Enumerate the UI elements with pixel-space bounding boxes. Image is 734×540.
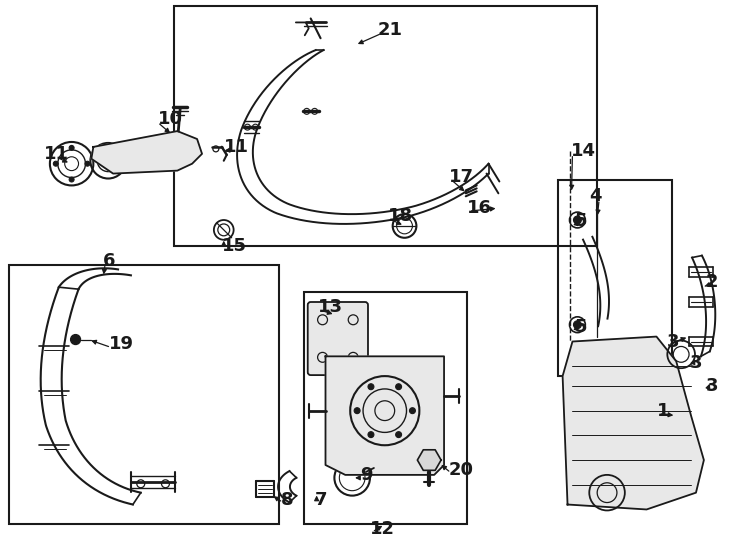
Text: 2: 2	[706, 273, 719, 291]
Text: 8: 8	[281, 490, 294, 509]
Text: 5: 5	[575, 318, 587, 336]
Circle shape	[368, 384, 374, 390]
Circle shape	[396, 431, 401, 437]
Text: 9: 9	[360, 466, 373, 484]
Text: 10: 10	[158, 110, 183, 128]
Text: 5: 5	[575, 212, 587, 230]
Circle shape	[573, 321, 581, 329]
Text: 11: 11	[44, 145, 69, 163]
Text: 13: 13	[318, 298, 343, 316]
Circle shape	[69, 145, 74, 150]
Text: 3: 3	[706, 377, 719, 395]
Text: 4: 4	[589, 187, 602, 205]
Text: 15: 15	[222, 237, 247, 255]
Circle shape	[85, 161, 90, 166]
Circle shape	[69, 177, 74, 182]
Polygon shape	[418, 450, 441, 470]
Text: 21: 21	[378, 22, 403, 39]
Text: 7: 7	[315, 490, 327, 509]
Text: 12: 12	[370, 520, 395, 538]
Text: 6: 6	[103, 252, 116, 269]
Text: 1: 1	[656, 402, 669, 420]
Polygon shape	[562, 336, 704, 509]
Text: 3: 3	[690, 354, 702, 372]
Polygon shape	[325, 356, 444, 475]
Circle shape	[70, 335, 81, 345]
Text: 19: 19	[109, 335, 134, 354]
Circle shape	[355, 408, 360, 414]
Polygon shape	[91, 131, 202, 173]
Circle shape	[368, 431, 374, 437]
Bar	[175, 5, 597, 246]
Text: 16: 16	[467, 199, 492, 217]
Bar	[10, 266, 279, 524]
Text: 20: 20	[449, 461, 474, 479]
Text: 17: 17	[449, 167, 474, 186]
Text: 3: 3	[666, 333, 679, 350]
Bar	[304, 292, 467, 524]
Text: 14: 14	[570, 142, 595, 160]
Circle shape	[410, 408, 415, 414]
Circle shape	[396, 384, 401, 390]
Circle shape	[54, 161, 58, 166]
FancyBboxPatch shape	[308, 302, 368, 375]
Text: 18: 18	[388, 207, 413, 225]
Bar	[558, 180, 672, 376]
Text: 11: 11	[224, 138, 249, 156]
Circle shape	[573, 216, 581, 224]
